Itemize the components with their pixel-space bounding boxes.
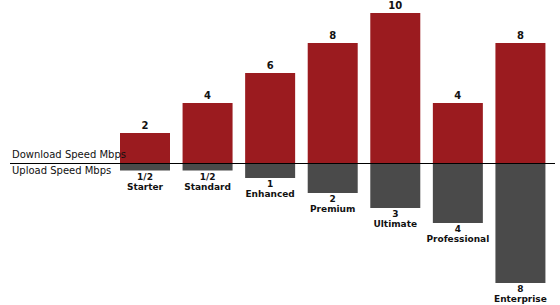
svg-text:8: 8 xyxy=(517,30,524,41)
svg-text:Enhanced: Enhanced xyxy=(245,189,294,199)
svg-text:8: 8 xyxy=(329,30,336,41)
svg-text:Standard: Standard xyxy=(184,182,231,192)
svg-text:2: 2 xyxy=(330,194,336,204)
svg-text:Premium: Premium xyxy=(310,204,355,214)
svg-text:1: 1 xyxy=(267,179,273,189)
svg-text:2: 2 xyxy=(142,120,149,131)
html-text:Download Speed Mbps: Download Speed Mbps xyxy=(12,149,126,160)
svg-text:4: 4 xyxy=(455,224,461,234)
svg-text:Enterprise: Enterprise xyxy=(494,294,547,304)
svg-text:6: 6 xyxy=(267,60,274,71)
svg-text:1/2: 1/2 xyxy=(137,172,153,182)
svg-text:10: 10 xyxy=(388,0,402,11)
svg-text:4: 4 xyxy=(454,90,461,101)
svg-text:Starter: Starter xyxy=(127,182,164,192)
html-text:Upload Speed Mbps: Upload Speed Mbps xyxy=(12,165,112,176)
svg-text:4: 4 xyxy=(204,90,211,101)
svg-text:Ultimate: Ultimate xyxy=(373,219,417,229)
svg-text:Professional: Professional xyxy=(426,234,489,244)
svg-text:1/2: 1/2 xyxy=(200,172,216,182)
svg-text:3: 3 xyxy=(392,209,398,219)
svg-text:8: 8 xyxy=(517,284,523,294)
